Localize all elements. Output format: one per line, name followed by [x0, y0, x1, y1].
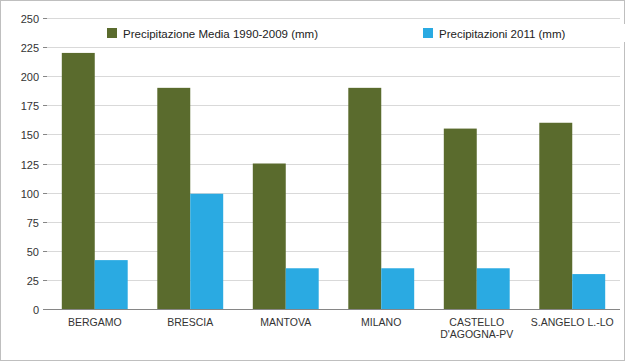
bar — [572, 274, 605, 309]
y-tick — [43, 47, 47, 48]
x-axis — [47, 309, 620, 310]
x-tick-label: BERGAMO — [68, 316, 122, 328]
y-tick-label: 0 — [33, 304, 39, 316]
legend-bg — [103, 24, 343, 42]
grid-line — [47, 280, 620, 281]
y-tick — [43, 134, 47, 135]
grid-line — [47, 164, 620, 165]
y-tick — [43, 280, 47, 281]
label-line: MANTOVA — [260, 316, 311, 328]
bar — [95, 260, 128, 309]
y-tick-label: 25 — [27, 275, 39, 287]
y-tick-label: 150 — [21, 129, 39, 141]
y-tick — [43, 222, 47, 223]
y-tick — [43, 76, 47, 77]
y-tick-label: 250 — [21, 13, 39, 25]
bar — [190, 194, 223, 309]
bars — [62, 53, 605, 309]
x-tick-label: S.ANGELO L.-LO — [531, 316, 614, 328]
bar — [348, 88, 381, 309]
legend-swatch — [107, 28, 117, 38]
x-tick-label: MILANO — [361, 316, 401, 328]
y-tick — [43, 309, 47, 310]
y-tick-label: 200 — [21, 71, 39, 83]
bar — [286, 268, 319, 309]
grid-line — [47, 193, 620, 194]
bar — [477, 268, 510, 309]
y-tick — [43, 193, 47, 194]
y-tick-label: 75 — [27, 217, 39, 229]
grid-line — [47, 47, 620, 48]
x-tick-label: CASTELLOD'AGOGNA-PV — [440, 316, 513, 340]
grid-line — [47, 222, 620, 223]
bar — [253, 164, 286, 310]
grid-line — [47, 251, 620, 252]
y-tick — [43, 251, 47, 252]
y-tick-label: 50 — [27, 246, 39, 258]
chart-frame — [1, 1, 625, 361]
label-line: BERGAMO — [68, 316, 122, 328]
legend-label: Precipitazione Media 1990-2009 (mm) — [123, 28, 318, 40]
bar — [62, 53, 95, 309]
legend-bg — [419, 24, 625, 42]
y-tick-label: 175 — [21, 100, 39, 112]
grid-line — [47, 309, 620, 310]
bar — [381, 268, 414, 309]
y-tick — [43, 18, 47, 19]
x-tick-label: MANTOVA — [260, 316, 311, 328]
grid-line — [47, 105, 620, 106]
bar — [157, 88, 190, 309]
label-line: BRESCIA — [167, 316, 213, 328]
y-tick-label: 125 — [21, 159, 39, 171]
label-line: S.ANGELO L.-LO — [531, 316, 614, 328]
y-tick-label: 100 — [21, 188, 39, 200]
grid-line — [47, 18, 620, 19]
label-line: CASTELLO — [449, 316, 504, 328]
grid-line — [47, 76, 620, 77]
grid-line — [47, 134, 620, 135]
bar — [539, 123, 572, 309]
label-line: MILANO — [361, 316, 401, 328]
label-line: D'AGOGNA-PV — [440, 328, 513, 340]
y-tick-label: 225 — [21, 42, 39, 54]
bar — [444, 129, 477, 309]
y-tick — [43, 105, 47, 106]
legend-label: Precipitazioni 2011 (mm) — [439, 28, 566, 40]
x-tick-label: BRESCIA — [167, 316, 213, 328]
legend: Precipitazione Media 1990-2009 (mm) Preci… — [103, 24, 625, 42]
chart: 0 25 50 75 100 125 150 175 200 225 250 BERGAMO BRESC… — [0, 0, 625, 361]
y-tick — [43, 164, 47, 165]
legend-swatch — [423, 28, 433, 38]
